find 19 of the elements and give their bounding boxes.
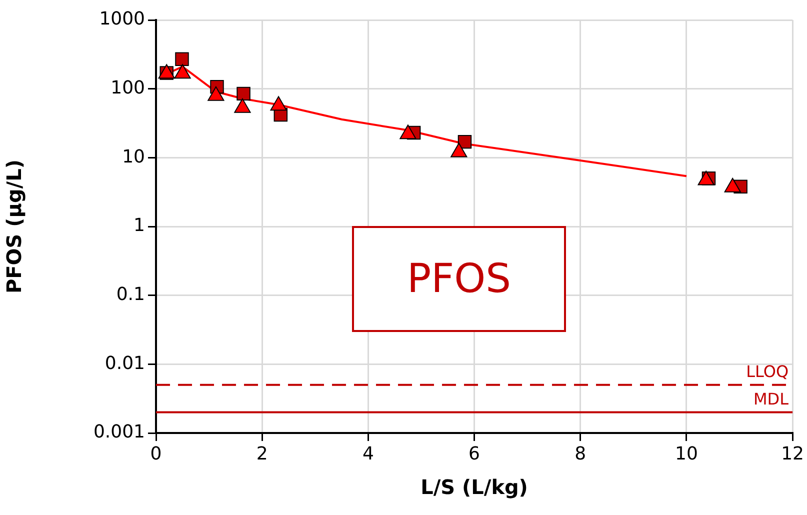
annotation: PFOS [352,226,566,332]
ref-line-label: MDL [754,389,789,408]
y-tick-label: 1 [134,215,145,236]
y-tick-label: 0.1 [116,284,145,306]
x-tick-label: 4 [362,443,374,464]
x-tick-label: 8 [574,443,586,464]
x-tick-label: 10 [675,443,698,464]
x-tick-label: 6 [468,443,480,464]
x-axis-title: L/S (L/kg) [420,475,528,500]
y-tick-label: 0.01 [104,352,145,374]
y-tick-label: 0.001 [93,422,145,443]
x-tick-label: 12 [781,443,804,464]
y-tick-label: 10 [122,146,145,168]
y-tick-label: 1000 [99,8,145,30]
y-tick-label: 100 [110,78,145,99]
x-tick-label: 2 [256,443,268,464]
ref-line-label: LLOQ [746,362,789,382]
x-tick-label: 0 [150,443,162,464]
y-axis-title: PFOS (µg/L) [2,159,26,294]
